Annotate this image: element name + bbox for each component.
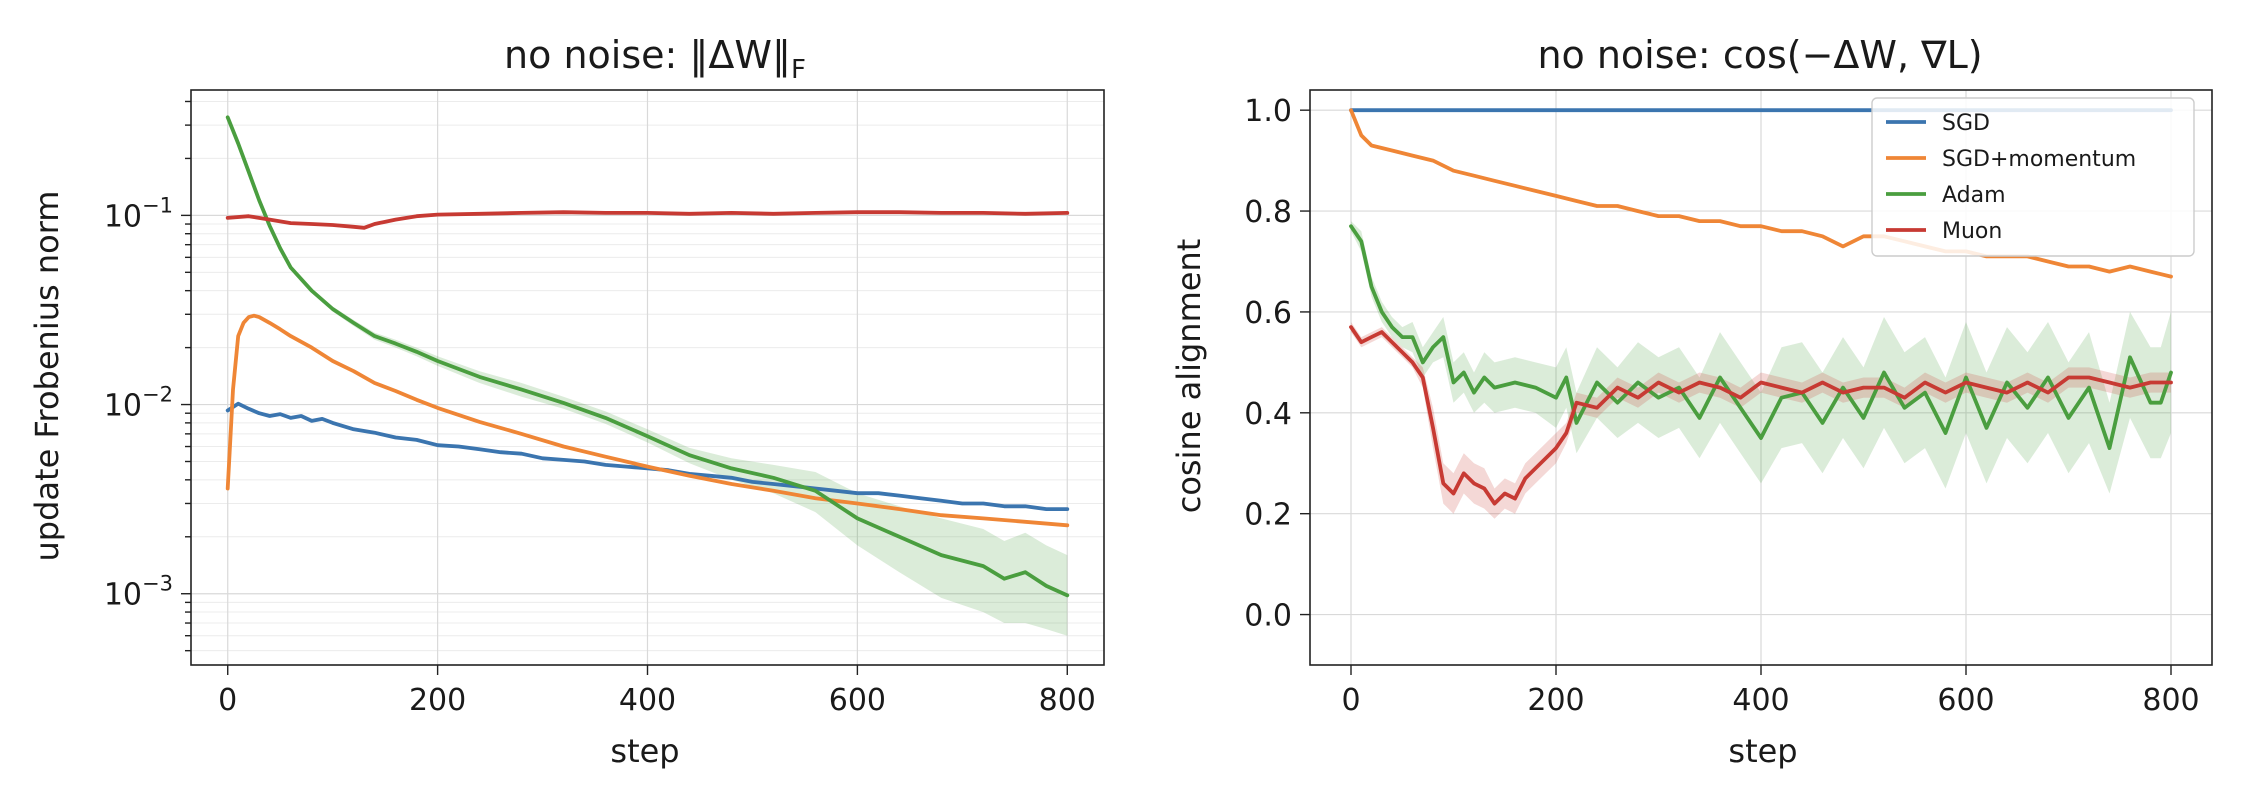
chart-left-xlabel: step bbox=[610, 732, 679, 770]
chart-right-title: no noise: cos(−ΔW, ∇L) bbox=[1537, 33, 1982, 77]
x-tick-label: 600 bbox=[1937, 683, 1994, 718]
legend-label-muon: Muon bbox=[1942, 219, 2002, 244]
legend-label-adam: Adam bbox=[1942, 183, 2006, 208]
axes-frame bbox=[1309, 89, 2213, 666]
series-line-adam bbox=[225, 115, 1070, 598]
series-line-muon bbox=[1349, 325, 2173, 506]
chart-right-ylabel: cosine alignment bbox=[1170, 239, 1208, 514]
series-line-adam bbox=[1349, 224, 2173, 450]
axes-frame bbox=[190, 89, 1105, 666]
series-line-muon bbox=[225, 210, 1070, 230]
series-line-sgd-momentum bbox=[225, 313, 1070, 528]
legend: SGD SGD+momentum Adam Muon bbox=[1871, 97, 2195, 257]
x-tick-label: 400 bbox=[1732, 683, 1789, 718]
x-tick-label: 200 bbox=[409, 683, 466, 718]
chart-right-xlabel: step bbox=[1728, 732, 1797, 770]
band-adam bbox=[227, 114, 1068, 636]
x-tick-label: 0 bbox=[218, 683, 237, 718]
y-tick-label: 10−1 bbox=[104, 193, 173, 234]
y-tick-label: 10−2 bbox=[104, 383, 173, 424]
series-line-sgd bbox=[225, 401, 1070, 511]
y-tick-label: 0.2 bbox=[1244, 498, 1292, 533]
plot-area bbox=[225, 114, 1070, 636]
legend-label-sgd: SGD bbox=[1942, 111, 1990, 136]
x-tick-label: 800 bbox=[2142, 683, 2199, 718]
y-tick-label: 10−3 bbox=[104, 572, 173, 613]
chart-left-norm: no noise: ‖ΔW‖F step update Frobenius no… bbox=[28, 33, 1105, 770]
band-adam bbox=[1351, 221, 2171, 494]
chart-left-ylabel: update Frobenius norm bbox=[28, 191, 66, 562]
y-tick-label: 0.6 bbox=[1244, 296, 1292, 331]
x-tick-label: 800 bbox=[1039, 683, 1096, 718]
legend-box bbox=[1871, 97, 2195, 257]
x-tick-label: 200 bbox=[1527, 683, 1584, 718]
x-tick-label: 600 bbox=[829, 683, 886, 718]
y-tick-label: 0.8 bbox=[1244, 195, 1292, 230]
y-tick-label: 0.0 bbox=[1244, 599, 1292, 634]
plot-area bbox=[1349, 108, 2173, 519]
legend-label-sgd-momentum: SGD+momentum bbox=[1942, 147, 2136, 172]
x-tick-label: 400 bbox=[619, 683, 676, 718]
chart-left-title: no noise: ‖ΔW‖F bbox=[504, 33, 806, 85]
y-tick-label: 1.0 bbox=[1244, 94, 1292, 129]
series-line-sgd-momentum bbox=[1349, 108, 2173, 279]
title-subscript: F bbox=[791, 55, 806, 85]
x-tick-label: 0 bbox=[1341, 683, 1360, 718]
y-tick-label: 0.4 bbox=[1244, 397, 1292, 432]
chart-right-cosine: no noise: cos(−ΔW, ∇L) step cosine align… bbox=[1170, 33, 2213, 770]
